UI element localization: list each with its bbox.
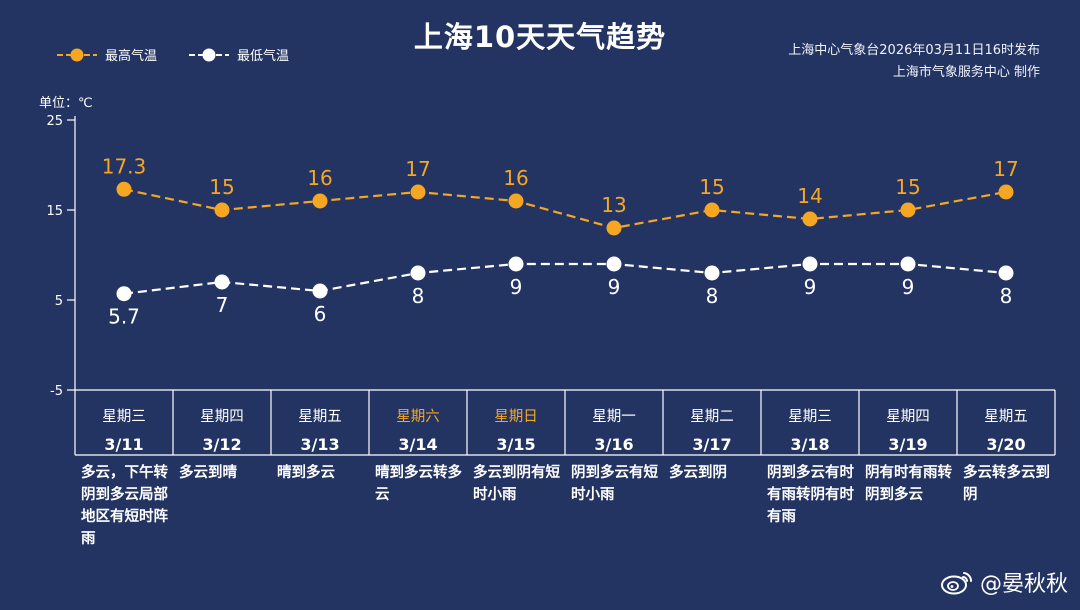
weather-description: 阴到多云有短时小雨 — [571, 465, 658, 503]
data-point-low — [312, 283, 328, 299]
date-label: 3/12 — [202, 435, 241, 454]
weather-description: 多云转多云到阴 — [963, 465, 1050, 503]
date-label: 3/16 — [594, 435, 633, 454]
weekday-label: 星期三 — [788, 408, 832, 425]
weekday-label: 星期二 — [690, 408, 734, 425]
legend-label-high: 最高气温 — [105, 49, 158, 64]
y-tick-label: -5 — [50, 384, 63, 399]
data-label-low: 7 — [216, 293, 229, 317]
weekday-label: 星期四 — [886, 408, 930, 425]
data-point-high — [900, 202, 916, 218]
date-label: 3/14 — [398, 435, 437, 454]
source-line-2: 上海市气象服务中心 制作 — [892, 65, 1040, 80]
watermark: @晏秋秋 — [940, 566, 1068, 598]
y-tick-label: 5 — [55, 294, 63, 309]
weekday-label: 星期四 — [200, 408, 244, 425]
date-label: 3/17 — [692, 435, 731, 454]
data-label-high: 14 — [797, 184, 822, 208]
data-point-high — [508, 193, 524, 209]
weather-description: 多云到阴 — [669, 465, 727, 481]
y-tick-label: 15 — [46, 204, 63, 219]
data-point-high — [704, 202, 720, 218]
weather-description: 阴有时有雨转阴到多云 — [865, 465, 952, 503]
data-label-high: 16 — [503, 166, 528, 190]
weather-description: 阴到多云有时有雨转阴有时有雨 — [767, 465, 854, 525]
date-label: 3/20 — [986, 435, 1025, 454]
chart-legend: 最高气温 最低气温 — [55, 45, 319, 64]
date-label: 3/19 — [888, 435, 927, 454]
weather-description: 多云到阴有短时小雨 — [473, 465, 560, 503]
data-label-low: 9 — [510, 275, 523, 299]
date-label: 3/15 — [496, 435, 535, 454]
data-point-low — [214, 274, 230, 290]
watermark-text: @晏秋秋 — [979, 572, 1068, 597]
data-label-low: 8 — [1000, 284, 1013, 308]
data-label-low: 9 — [608, 275, 621, 299]
data-point-high — [116, 181, 132, 197]
data-point-low — [998, 265, 1014, 281]
data-label-low: 8 — [706, 284, 719, 308]
data-label-low: 9 — [902, 275, 915, 299]
data-point-high — [802, 211, 818, 227]
weather-description: 晴到多云转多云 — [375, 465, 462, 503]
data-label-high: 17.3 — [102, 154, 147, 178]
data-label-high: 16 — [307, 166, 332, 190]
weekday-label: 星期三 — [102, 408, 146, 425]
data-point-low — [704, 265, 720, 281]
data-point-high — [214, 202, 230, 218]
date-label: 3/13 — [300, 435, 339, 454]
data-point-high — [312, 193, 328, 209]
data-point-high — [606, 220, 622, 236]
series-line-low — [123, 262, 1007, 295]
weather-description: 多云到晴 — [179, 465, 237, 481]
date-label: 3/11 — [104, 435, 143, 454]
series-line-high — [123, 188, 1007, 230]
data-label-high: 15 — [895, 175, 920, 199]
data-label-low: 9 — [804, 275, 817, 299]
weekday-label: 星期一 — [592, 408, 636, 425]
date-label: 3/18 — [790, 435, 829, 454]
data-label-high: 15 — [209, 175, 234, 199]
legend-item-high: 最高气温 — [55, 45, 157, 64]
data-point-low — [802, 256, 818, 272]
data-label-high: 17 — [405, 157, 430, 181]
data-label-low: 6 — [314, 302, 327, 326]
weekday-label: 星期五 — [984, 408, 1028, 425]
data-label-low: 5.7 — [108, 305, 140, 329]
data-label-high: 13 — [601, 193, 626, 217]
weibo-icon — [940, 572, 972, 595]
weather-description: 多云，下午转阴到多云局部地区有短时阵雨 — [81, 465, 168, 547]
data-point-low — [900, 256, 916, 272]
data-point-low — [116, 286, 132, 302]
weekday-label: 星期六 — [396, 408, 440, 425]
legend-marker-high — [57, 48, 97, 61]
data-label-high: 17 — [993, 157, 1018, 181]
source-line-1: 上海中心气象台2026年03月11日16时发布 — [788, 43, 1040, 58]
data-point-low — [410, 265, 426, 281]
weekday-label: 星期五 — [298, 408, 342, 425]
weekday-label: 星期日 — [494, 408, 538, 425]
y-tick-label: 25 — [46, 114, 63, 129]
legend-label-low: 最低气温 — [237, 49, 290, 64]
data-point-low — [606, 256, 622, 272]
data-label-high: 15 — [699, 175, 724, 199]
data-label-low: 8 — [412, 284, 425, 308]
legend-marker-low — [189, 48, 230, 61]
source-info: 上海中心气象台2026年03月11日16时发布 上海市气象服务中心 制作 — [788, 40, 1040, 84]
data-point-high — [998, 184, 1014, 200]
legend-item-low: 最低气温 — [187, 45, 289, 64]
unit-label: 单位：℃ — [39, 96, 93, 111]
data-point-high — [410, 184, 426, 200]
weather-description: 晴到多云 — [277, 465, 335, 481]
page-title: 上海10天天气趋势 — [413, 20, 667, 54]
data-point-low — [508, 256, 524, 272]
